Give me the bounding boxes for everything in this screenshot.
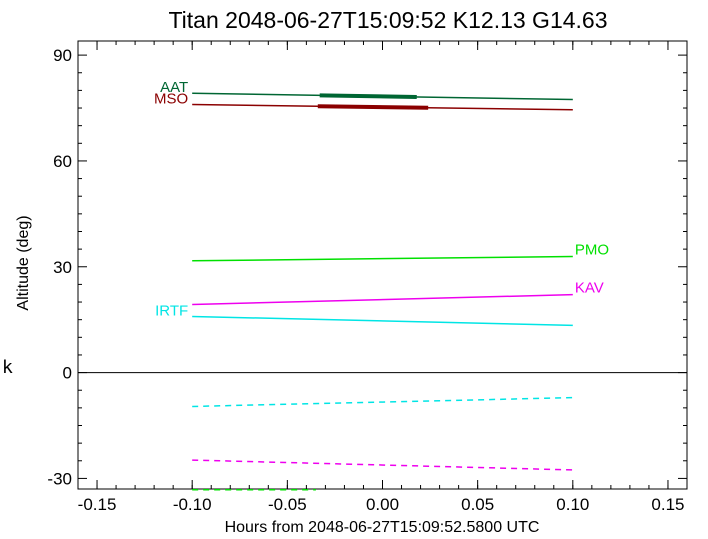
x-tick-label: 0.10 (556, 495, 589, 514)
series-line-irtf (192, 315, 573, 327)
x-tick-label: -0.05 (268, 495, 307, 514)
series-label-kav: KAV (575, 280, 604, 297)
side-mark: k (2, 357, 13, 378)
y-tick-label: 90 (53, 46, 72, 65)
series-label-pmo: PMO (575, 242, 609, 259)
series-label-mso: MSO (154, 90, 188, 107)
dashed-series-line (192, 396, 573, 408)
x-tick-label: 0.05 (461, 495, 494, 514)
x-tick-label: 0.00 (366, 495, 399, 514)
x-axis-label: Hours from 2048-06-27T15:09:52.5800 UTC (225, 519, 540, 536)
series-highlight-aat (319, 93, 417, 99)
y-axis-label: Altitude (deg) (15, 215, 32, 310)
series-label-aat: AAT (160, 79, 188, 96)
y-tick-label: -30 (47, 469, 72, 488)
series-highlight-mso (317, 104, 429, 110)
chart-title: Titan 2048-06-27T15:09:52 K12.13 G14.63 (168, 7, 607, 33)
y-tick-label: 60 (53, 152, 72, 171)
plot-area: -0.15 -0.10 -0.05 0.00 0.05 0.10 0.15 -30 0 30 60 9… (47, 40, 688, 514)
series-line-pmo (192, 255, 573, 262)
x-tick-label: -0.10 (173, 495, 212, 514)
x-tick-label: -0.15 (78, 495, 117, 514)
series-label-irtf: IRTF (155, 303, 188, 320)
series-line-kav (192, 293, 573, 306)
dashed-series-line (192, 459, 573, 471)
y-tick-label: 0 (63, 364, 72, 383)
x-tick-label: 0.15 (651, 495, 684, 514)
y-tick-label: 30 (53, 258, 72, 277)
